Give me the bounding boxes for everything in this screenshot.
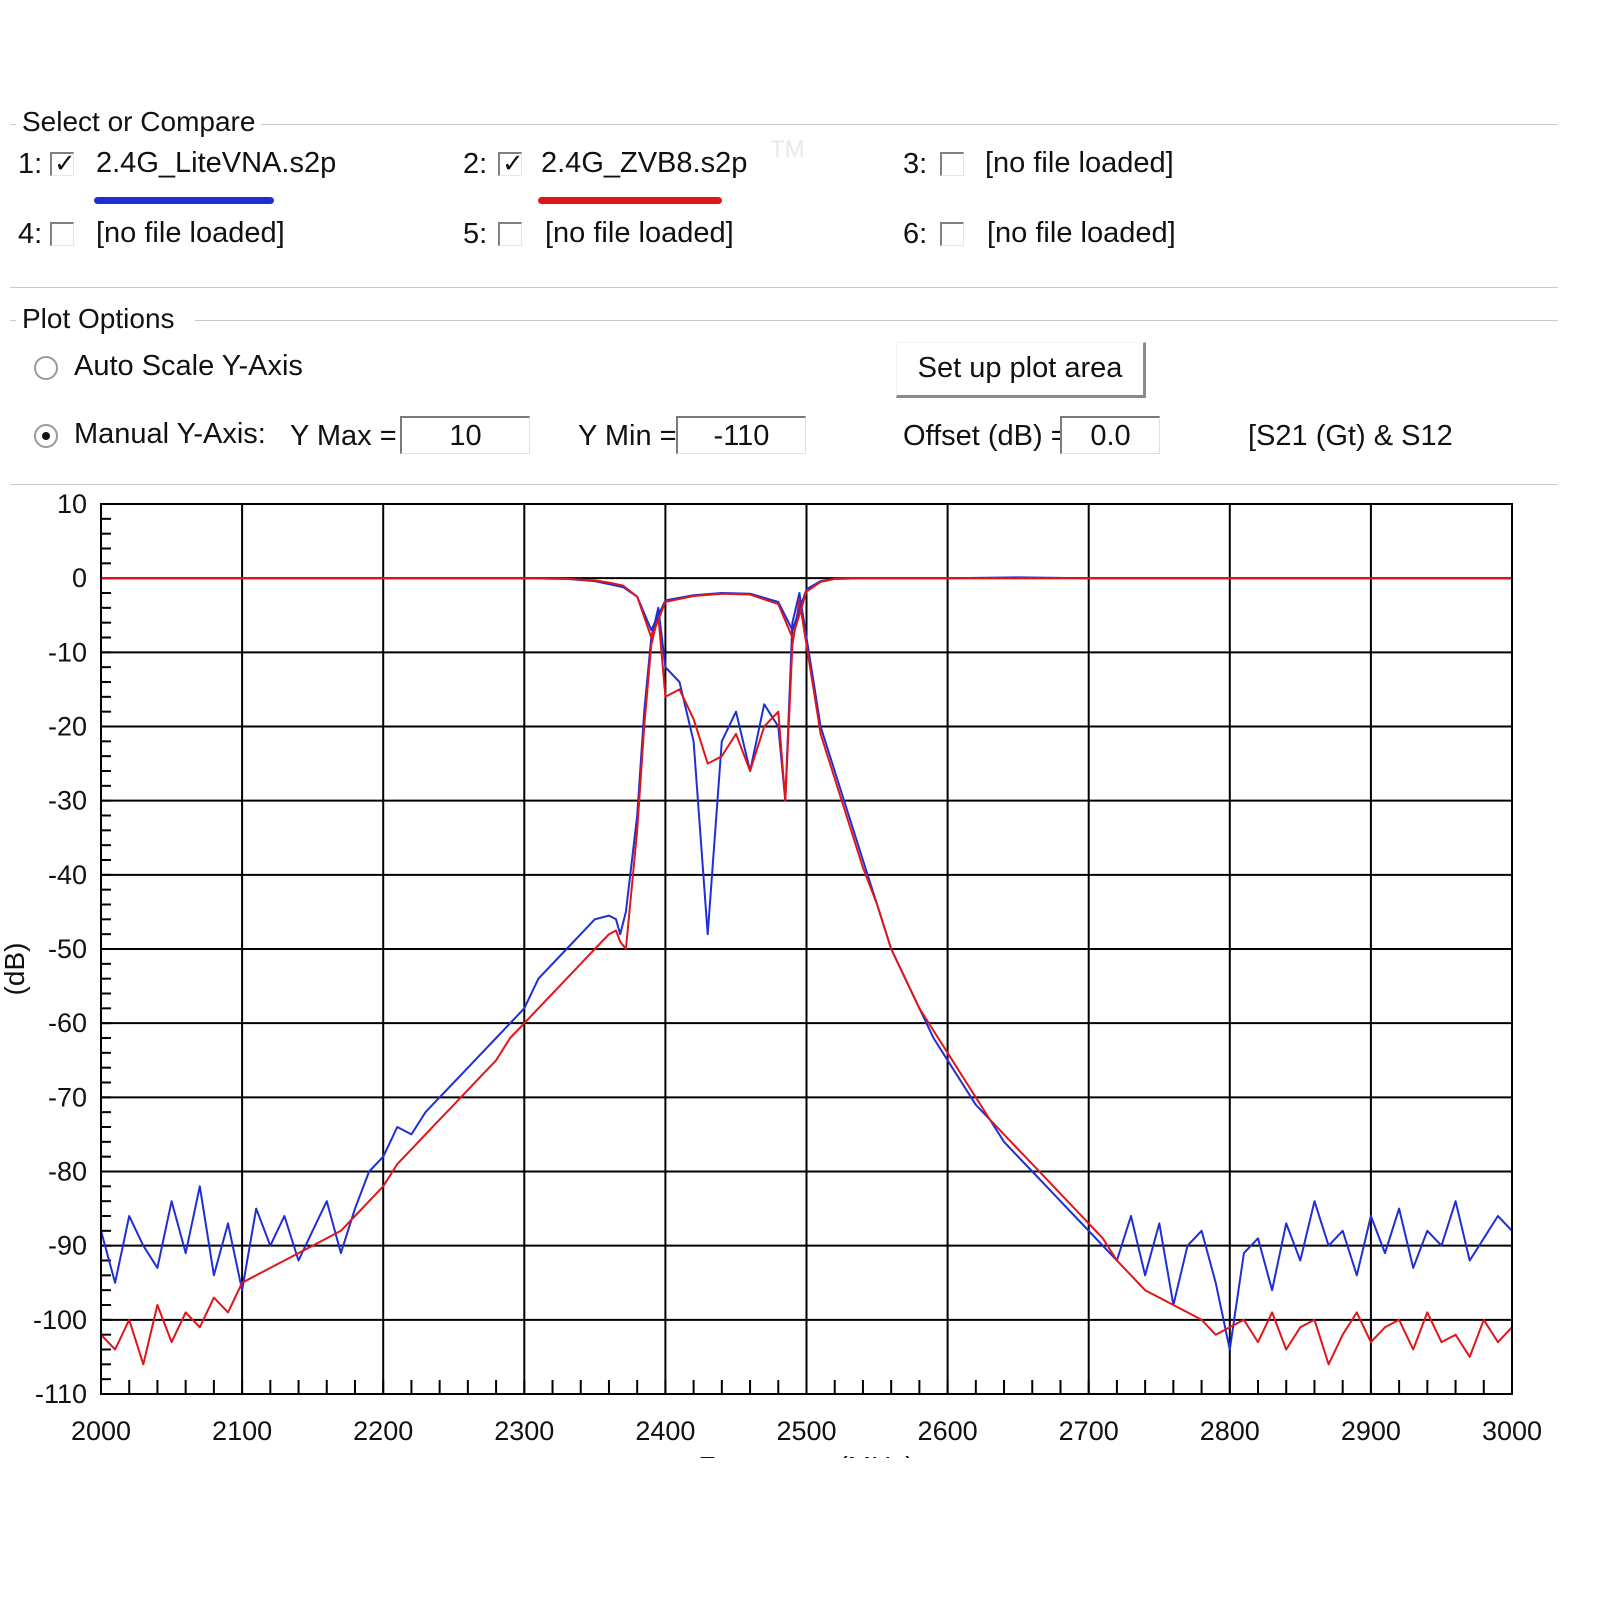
- plot-mode-label: [S21 (Gt) & S12: [1248, 420, 1453, 452]
- y-tick-label: -80: [48, 1157, 87, 1187]
- file-1-checkbox[interactable]: ✓: [50, 149, 76, 179]
- plot-options-rule: [10, 320, 1558, 322]
- select-group-bottom-rule: [10, 287, 1558, 289]
- x-tick-label: 2200: [353, 1416, 413, 1446]
- plot-options-bottom-rule: [10, 484, 1558, 486]
- file-3-checkbox[interactable]: [940, 152, 964, 176]
- x-tick-label: 2000: [71, 1416, 131, 1446]
- y-tick-label: -70: [48, 1082, 87, 1112]
- x-tick-label: 2500: [776, 1416, 836, 1446]
- x-tick-label: 2100: [212, 1416, 272, 1446]
- y-tick-label: -40: [48, 860, 87, 890]
- file-2-label[interactable]: 2.4G_ZVB8.s2p: [541, 147, 748, 179]
- file-4-index: 4:: [18, 218, 43, 250]
- file-6-index: 6:: [903, 218, 928, 250]
- y-tick-label: -110: [35, 1379, 87, 1409]
- file-2-color-swatch: [538, 197, 722, 204]
- x-tick-label: 3000: [1482, 1416, 1542, 1446]
- plot-options-title: Plot Options: [16, 303, 195, 335]
- file-1-index: 1:: [18, 148, 43, 180]
- sparameter-chart: 2000 2100 2200 2300 2400 2500 2600 2700 2800 2900…: [0, 490, 1542, 1482]
- select-group-rule: [10, 124, 1558, 126]
- x-tick-label: 2900: [1341, 1416, 1401, 1446]
- x-tick-label: 2700: [1059, 1416, 1119, 1446]
- x-tick-label: 2400: [635, 1416, 695, 1446]
- file-3-label[interactable]: [no file loaded]: [985, 147, 1174, 179]
- y-tick-label: 10: [57, 490, 87, 519]
- file-2-checkbox[interactable]: ✓: [498, 149, 524, 179]
- auto-scale-label[interactable]: Auto Scale Y-Axis: [74, 350, 303, 382]
- file-5-label[interactable]: [no file loaded]: [545, 217, 734, 249]
- y-tick-label: -100: [33, 1305, 87, 1335]
- x-tick-label: 2300: [494, 1416, 554, 1446]
- tick-layer: 2000 2100 2200 2300 2400 2500 2600 2700 2800 2900…: [33, 490, 1542, 1446]
- file-2-index: 2:: [463, 148, 488, 180]
- offset-input[interactable]: 0.0: [1060, 416, 1160, 454]
- y-tick-label: -10: [48, 637, 87, 667]
- file-4-label[interactable]: [no file loaded]: [96, 217, 285, 249]
- plot-frame: [100, 503, 1513, 1395]
- manual-y-axis-radio[interactable]: [34, 424, 58, 448]
- ymin-label: Y Min =: [578, 420, 677, 452]
- file-6-label[interactable]: [no file loaded]: [987, 217, 1176, 249]
- file-5-checkbox[interactable]: [498, 222, 522, 246]
- y-tick-label: -50: [48, 934, 87, 964]
- auto-scale-radio[interactable]: [34, 356, 58, 380]
- check-icon: ✓: [54, 149, 76, 179]
- file-3-index: 3:: [903, 148, 928, 180]
- offset-label: Offset (dB) =: [903, 420, 1068, 452]
- series-layer: [100, 576, 1513, 1366]
- setup-plot-area-button[interactable]: Set up plot area: [896, 342, 1146, 398]
- manual-y-axis-label[interactable]: Manual Y-Axis:: [74, 418, 266, 450]
- x-axis-title-crop: [0, 1458, 1600, 1600]
- x-tick-label: 2800: [1200, 1416, 1260, 1446]
- series-line-2: [100, 599, 1513, 1366]
- check-icon: ✓: [502, 149, 524, 179]
- file-1-color-swatch: [94, 197, 274, 204]
- file-6-checkbox[interactable]: [940, 222, 964, 246]
- radio-selected-dot: [42, 432, 50, 440]
- ymin-input[interactable]: -110: [676, 416, 806, 454]
- file-1-label[interactable]: 2.4G_LiteVNA.s2p: [96, 147, 337, 179]
- series-line-4: [101, 577, 1512, 639]
- ymax-input[interactable]: 10: [400, 416, 530, 454]
- file-5-index: 5:: [463, 218, 488, 250]
- x-tick-label: 2600: [918, 1416, 978, 1446]
- y-tick-label: -90: [48, 1231, 87, 1261]
- y-tick-label: -60: [48, 1008, 87, 1038]
- file-4-checkbox[interactable]: [50, 222, 74, 246]
- y-tick-label: -20: [48, 712, 87, 742]
- grid-layer: [101, 504, 1512, 1394]
- trademark-watermark: TM: [770, 136, 805, 163]
- y-tick-label: -30: [48, 786, 87, 816]
- select-group-title: Select or Compare: [16, 106, 262, 138]
- ymax-label: Y Max =: [290, 420, 397, 452]
- y-axis-title: (dB): [0, 943, 30, 996]
- y-tick-label: 0: [72, 563, 87, 593]
